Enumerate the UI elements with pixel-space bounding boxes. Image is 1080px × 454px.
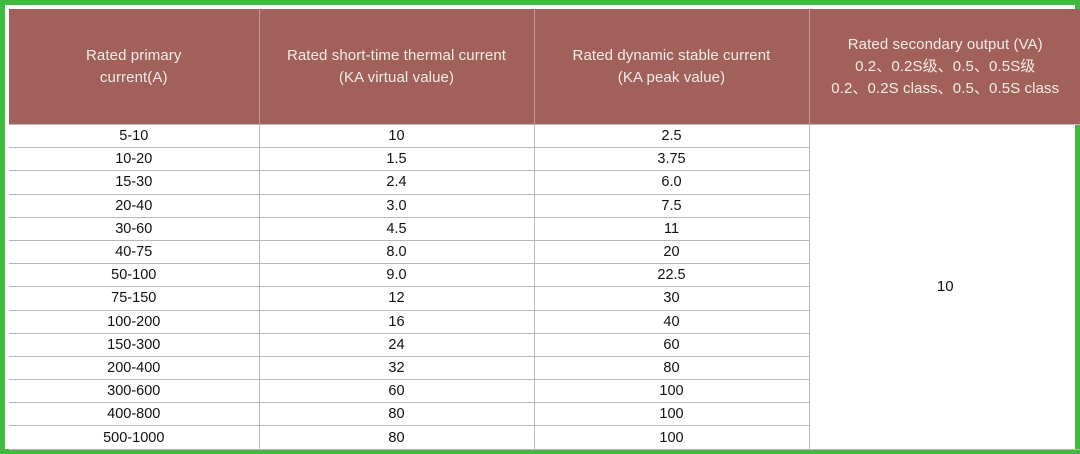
- table-row: 40-75 8.0 20: [9, 239, 1080, 265]
- cell-thermal: 10: [258, 123, 535, 149]
- cell-thermal: 9.0: [258, 263, 535, 288]
- cell-primary: 15-30: [9, 170, 260, 195]
- cell-dynamic: 22.5: [533, 263, 810, 288]
- header-dynamic-current: Rated dynamic stable current (KA peak va…: [533, 9, 809, 125]
- cell-thermal: 4.5: [258, 216, 535, 241]
- cell-dynamic: 3.75: [533, 147, 810, 172]
- cell-secondary-output: 10: [808, 124, 1080, 450]
- cell-dynamic: 100: [533, 379, 810, 404]
- cell-dynamic: 100: [533, 425, 810, 450]
- header-line: current(A): [99, 68, 168, 86]
- cell-dynamic: 60: [533, 332, 810, 357]
- header-line: Rated secondary output (VA): [847, 35, 1043, 53]
- table-row: 20-40 3.0 7.5: [9, 193, 1080, 218]
- cell-primary: 20-40: [9, 193, 260, 218]
- header-line: 0.2、0.2S级、0.5、0.5S级: [855, 57, 1036, 75]
- table-row: 200-400 32 80: [9, 355, 1080, 381]
- table-row: 30-60 4.5 11: [9, 216, 1080, 241]
- cell-primary: 300-600: [9, 379, 260, 404]
- header-line: 0.2、0.2S class、0.5、0.5S class: [831, 79, 1060, 97]
- cell-primary: 40-75: [9, 239, 260, 265]
- table-row: 500-1000 80 100: [9, 425, 1080, 450]
- cell-primary: 500-1000: [9, 425, 260, 450]
- cell-dynamic: 6.0: [533, 170, 810, 195]
- cell-dynamic: 11: [533, 216, 810, 241]
- cell-dynamic: 20: [533, 239, 810, 265]
- current-transformer-spec-table: Rated primary current(A) Rated short-tim…: [9, 9, 1080, 450]
- cell-dynamic: 100: [533, 402, 810, 427]
- table-row: 400-800 80 100: [9, 402, 1080, 427]
- cell-primary: 10-20: [9, 147, 260, 172]
- table-row: 75-150 12 30: [9, 286, 1080, 311]
- cell-primary: 30-60: [9, 216, 260, 241]
- cell-primary: 150-300: [9, 332, 260, 357]
- table-body: 5-10 10 2.5 10 10-20 1.5 3.75 15-30 2.4 6.0 20-40 3…: [9, 123, 1080, 450]
- header-line: (KA virtual value): [338, 68, 455, 86]
- header-rated-primary-current: Rated primary current(A): [9, 9, 259, 125]
- cell-thermal: 8.0: [258, 239, 535, 265]
- cell-dynamic: 2.5: [533, 123, 810, 149]
- cell-thermal: 3.0: [258, 193, 535, 218]
- cell-primary: 400-800: [9, 402, 260, 427]
- cell-thermal: 1.5: [258, 147, 535, 172]
- cell-dynamic: 40: [533, 309, 810, 334]
- cell-primary: 200-400: [9, 355, 260, 381]
- header-line: Rated short-time thermal current: [286, 46, 507, 64]
- cell-primary: 5-10: [9, 123, 260, 149]
- cell-thermal: 12: [258, 286, 535, 311]
- cell-primary: 75-150: [9, 286, 260, 311]
- cell-thermal: 80: [258, 425, 535, 450]
- header-thermal-current: Rated short-time thermal current (KA vir…: [258, 9, 534, 125]
- cell-thermal: 60: [258, 379, 535, 404]
- header-line: Rated primary: [86, 46, 182, 64]
- header-secondary-output: Rated secondary output (VA) 0.2、0.2S级、0.…: [808, 9, 1080, 125]
- cell-dynamic: 80: [533, 355, 810, 381]
- cell-primary: 100-200: [9, 309, 260, 334]
- header-row: Rated primary current(A) Rated short-tim…: [9, 9, 1080, 125]
- cell-thermal: 16: [258, 309, 535, 334]
- table-row: 5-10 10 2.5 10: [9, 123, 1080, 450]
- cell-thermal: 80: [258, 402, 535, 427]
- header-line: (KA peak value): [617, 68, 726, 86]
- cell-thermal: 24: [258, 332, 535, 357]
- cell-thermal: 32: [258, 355, 535, 381]
- cell-thermal: 2.4: [258, 170, 535, 195]
- table-row: 100-200 16 40: [9, 309, 1080, 334]
- cell-dynamic: 30: [533, 286, 810, 311]
- cell-dynamic: 7.5: [533, 193, 810, 218]
- header-line: Rated dynamic stable current: [572, 46, 771, 64]
- cell-primary: 50-100: [9, 263, 260, 288]
